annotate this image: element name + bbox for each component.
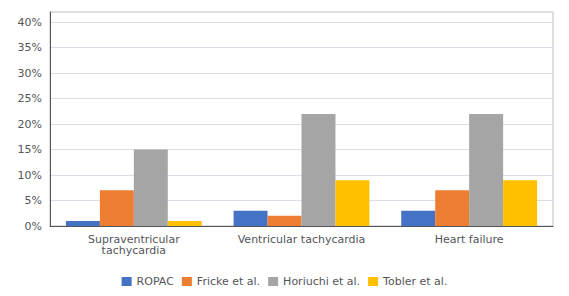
svg-text:Horiuchi et al.: Horiuchi et al. <box>283 275 360 288</box>
svg-text:10%: 10% <box>18 169 42 182</box>
svg-text:Fricke et al.: Fricke et al. <box>197 275 260 288</box>
svg-text:40%: 40% <box>18 16 42 29</box>
svg-text:35%: 35% <box>18 41 42 54</box>
svg-text:ROPAC: ROPAC <box>137 275 175 288</box>
svg-text:5%: 5% <box>25 194 42 207</box>
svg-text:20%: 20% <box>18 118 42 131</box>
svg-text:Supraventricular: Supraventricular <box>88 233 180 246</box>
svg-text:tachycardia: tachycardia <box>102 244 166 257</box>
svg-text:30%: 30% <box>18 67 42 80</box>
svg-text:Heart failure: Heart failure <box>435 233 504 246</box>
svg-text:0%: 0% <box>25 220 42 233</box>
svg-text:25%: 25% <box>18 92 42 105</box>
svg-text:15%: 15% <box>18 143 42 156</box>
svg-text:Ventricular tachycardia: Ventricular tachycardia <box>238 233 366 246</box>
svg-text:Tobler et al.: Tobler et al. <box>382 275 447 288</box>
